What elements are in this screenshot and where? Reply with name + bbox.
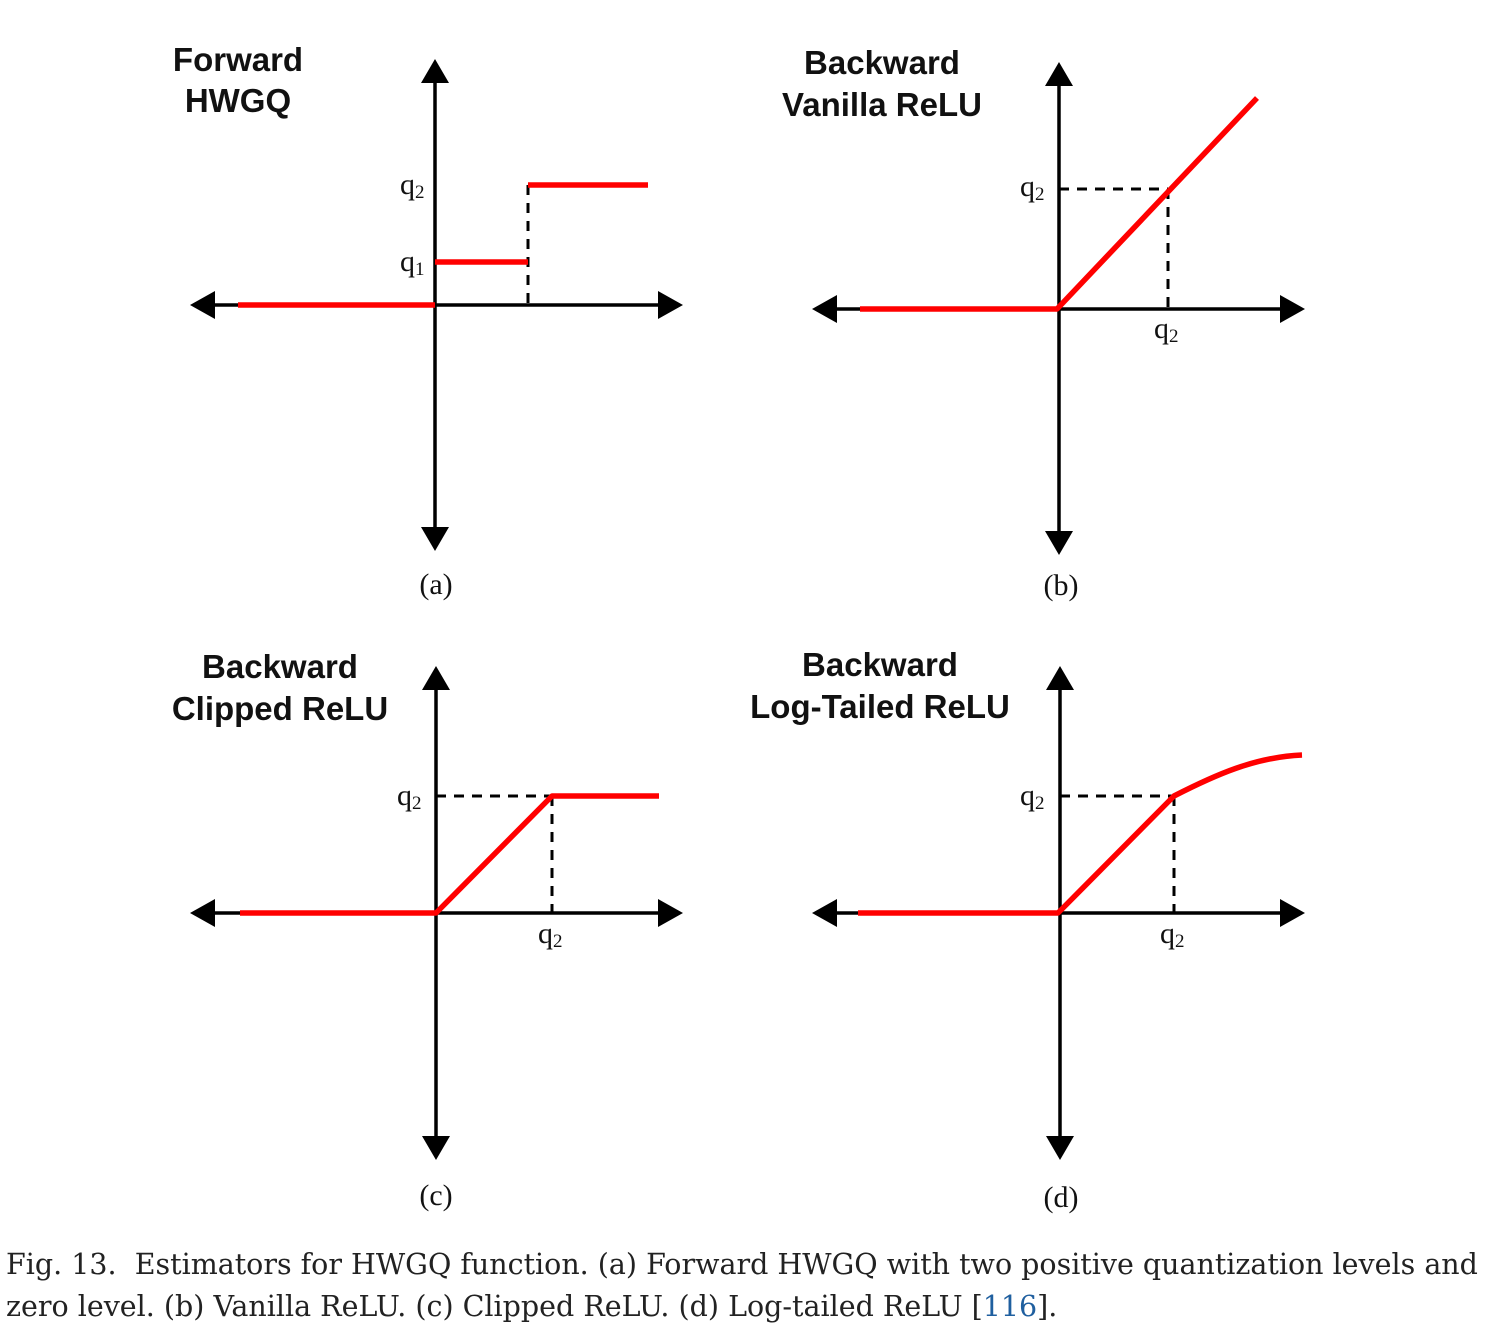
panel-d-label: (d) (1044, 1181, 1079, 1214)
panel-c-curve (240, 793, 659, 916)
panel-d-title-line1: Backward (802, 646, 958, 683)
panel-c-y-arrow-down (422, 1136, 450, 1160)
panel-b-curve (860, 96, 1259, 312)
panel-d-curve (858, 752, 1303, 916)
panel-b-y-arrow-down (1045, 531, 1073, 555)
caption-suffix: ]. (1037, 1290, 1058, 1323)
caption-text: Estimators for HWGQ function. (a) Forwar… (6, 1248, 1478, 1323)
panel-c-x-arrow-left (190, 899, 215, 927)
panel-d-y-arrow-up (1046, 666, 1074, 690)
panel-a-x-arrow-left (190, 291, 215, 319)
panel-b-x-arrow-right (1280, 295, 1305, 323)
panel-d-x-arrow-left (812, 899, 837, 927)
panel-b-x-arrow-left (812, 295, 837, 323)
caption-citation-link[interactable]: 116 (982, 1290, 1038, 1323)
panel-c-tick-x-q2: q2 (538, 917, 563, 952)
panel-b-tick-y-q2: q2 (1020, 170, 1045, 205)
panel-a-tick-q2: q2 (400, 168, 425, 203)
panel-b-label: (b) (1044, 569, 1079, 602)
panel-d-x-arrow-right (1280, 899, 1305, 927)
panel-d-tick-x-q2: q2 (1160, 917, 1185, 952)
panel-a-title-line2: HWGQ (185, 82, 291, 119)
panel-c: Backward Clipped ReLU q2 q2 (c) (172, 648, 683, 1212)
panel-a-y-arrow-up (421, 59, 449, 83)
panel-c-label: (c) (419, 1179, 452, 1212)
panel-b-title-line1: Backward (804, 44, 960, 81)
panel-d-title-line2: Log-Tailed ReLU (750, 688, 1010, 725)
panel-c-title-line1: Backward (202, 648, 358, 685)
panel-b-title-line2: Vanilla ReLU (782, 86, 982, 123)
panel-c-title-line2: Clipped ReLU (172, 690, 388, 727)
panel-c-y-arrow-up (422, 666, 450, 690)
panel-c-x-arrow-right (658, 899, 683, 927)
panel-d: Backward Log-Tailed ReLU q2 q2 (d) (750, 646, 1305, 1214)
panel-a-title-line1: Forward (173, 41, 303, 78)
caption-prefix: Fig. 13. (6, 1248, 117, 1281)
figure-caption: Fig. 13. Estimators for HWGQ function. (… (6, 1244, 1496, 1328)
panel-b-y-arrow-up (1045, 62, 1073, 86)
panel-b-tick-x-q2: q2 (1154, 312, 1179, 347)
panel-a-x-arrow-right (658, 291, 683, 319)
panel-a-y-arrow-down (421, 527, 449, 551)
panel-a-label: (a) (419, 568, 452, 601)
panel-a-tick-q1: q1 (400, 245, 425, 280)
panel-c-tick-y-q2: q2 (397, 779, 422, 814)
panel-a: Forward HWGQ q1 q2 (a) (173, 41, 683, 601)
panel-b: Backward Vanilla ReLU q2 q2 (b) (782, 44, 1305, 602)
panel-d-y-arrow-down (1046, 1136, 1074, 1160)
panel-d-tick-y-q2: q2 (1020, 779, 1045, 814)
